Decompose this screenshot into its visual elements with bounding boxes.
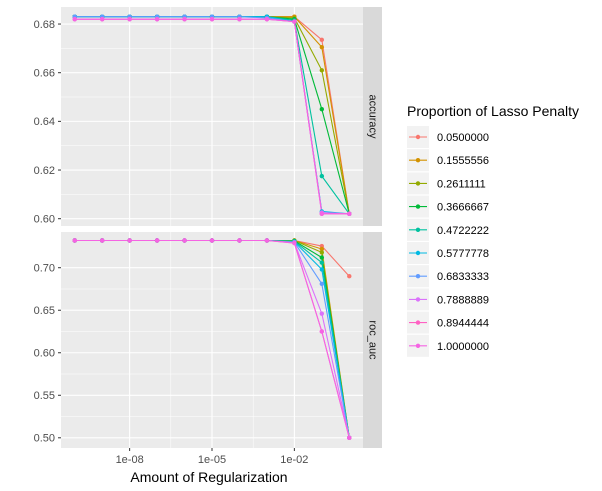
- data-point: [319, 37, 325, 43]
- data-point: [99, 238, 105, 243]
- legend: Proportion of Lasso Penalty 0.0500000 0.1…: [407, 103, 579, 357]
- data-point: [237, 238, 242, 243]
- y-tick-label: 0.64: [34, 116, 55, 128]
- legend-item: 0.8944444: [407, 311, 489, 334]
- y-tick-label: 0.60: [34, 348, 55, 360]
- panel-roc_auc: 0.50 0.55 0.60 0.65 0.70 roc_auc: [34, 232, 382, 448]
- data-point: [209, 16, 215, 22]
- data-point: [182, 16, 187, 22]
- x-axis-title: Amount of Regularization: [130, 469, 287, 485]
- data-point: [319, 44, 325, 50]
- data-point: [347, 211, 352, 217]
- data-point: [127, 16, 132, 22]
- data-point: [264, 238, 270, 243]
- data-point: [127, 238, 132, 243]
- legend-label: 0.4722222: [437, 225, 489, 237]
- legend-label: 0.2611111: [437, 178, 486, 190]
- legend-label: 0.5777778: [437, 248, 489, 260]
- facet-strip-label: accuracy: [367, 94, 379, 139]
- data-point: [319, 246, 325, 252]
- legend-item: 0.2611111: [407, 172, 486, 195]
- facet-strip-label: roc_auc: [367, 320, 379, 360]
- y-tick-label: 0.50: [34, 433, 55, 445]
- data-point: [319, 68, 325, 73]
- data-point: [347, 435, 352, 440]
- y-tick-label: 0.66: [34, 68, 55, 80]
- legend-label: 0.0500000: [437, 132, 489, 144]
- facet-strip: [363, 7, 382, 226]
- data-point: [319, 107, 325, 112]
- data-point: [347, 274, 352, 279]
- y-tick-label: 0.55: [34, 390, 55, 402]
- data-point: [319, 329, 325, 334]
- legend-key-point: [415, 250, 421, 256]
- x-tick-label: 1e-02: [280, 454, 308, 466]
- legend-key-point: [415, 320, 421, 325]
- data-point: [319, 250, 325, 255]
- y-tick-label: 0.62: [34, 165, 55, 177]
- legend-label: 0.3666667: [437, 202, 489, 214]
- x-tick-label: 1e-05: [198, 454, 226, 466]
- data-point: [237, 16, 242, 22]
- data-point: [182, 238, 187, 243]
- y-tick-label: 0.60: [34, 214, 55, 226]
- data-point: [319, 211, 325, 217]
- legend-item: 0.4722222: [407, 218, 489, 241]
- data-point: [154, 16, 160, 22]
- x-tick-label: 1e-08: [116, 454, 144, 466]
- legend-item: 0.5777778: [407, 242, 489, 264]
- panel-accuracy: 0.60 0.62 0.64 0.66 0.68 accuracy: [34, 7, 382, 226]
- legend-label: 0.1555556: [437, 155, 489, 167]
- data-point: [319, 281, 325, 287]
- y-tick-label: 0.65: [34, 305, 55, 317]
- legend-key-point: [415, 297, 421, 302]
- legend-title: Proportion of Lasso Penalty: [407, 103, 579, 119]
- legend-label: 0.6833333: [437, 271, 489, 283]
- legend-item: 1.0000000: [407, 334, 489, 357]
- data-point: [319, 267, 325, 272]
- data-point: [319, 260, 325, 265]
- data-point: [292, 240, 297, 246]
- legend-item: 0.3666667: [407, 195, 489, 218]
- legend-key-point: [415, 204, 421, 209]
- x-axis: 1e-08 1e-05 1e-02: [116, 448, 308, 466]
- legend-item: 0.6833333: [407, 265, 489, 288]
- data-point: [264, 16, 270, 22]
- data-point: [99, 16, 105, 22]
- data-point: [72, 238, 77, 243]
- legend-key-point: [415, 158, 421, 163]
- legend-item: 0.1555556: [407, 149, 489, 172]
- y-tick-label: 0.68: [34, 19, 55, 31]
- legend-keys: 0.0500000 0.1555556 0.2611111 0.3666667 0.47…: [407, 126, 489, 357]
- facet-strip: [363, 232, 382, 448]
- data-point: [319, 311, 325, 316]
- legend-label: 1.0000000: [437, 341, 489, 353]
- data-point: [209, 238, 215, 243]
- y-tick-label: 0.70: [34, 263, 55, 275]
- chart-panels: 0.60 0.62 0.64 0.66 0.68 accuracy 0.50 0.55 0.60…: [34, 7, 382, 448]
- legend-key-point: [415, 227, 421, 232]
- data-point: [319, 255, 325, 260]
- legend-key-point: [415, 274, 421, 279]
- legend-key-point: [415, 343, 421, 348]
- data-point: [292, 19, 297, 24]
- legend-key-point: [415, 181, 421, 186]
- legend-label: 0.8944444: [437, 318, 489, 330]
- legend-item: 0.7888889: [407, 288, 489, 311]
- data-point: [154, 238, 160, 243]
- data-point: [72, 16, 77, 22]
- legend-key-point: [415, 134, 421, 140]
- legend-label: 0.7888889: [437, 294, 489, 306]
- legend-item: 0.0500000: [407, 126, 489, 148]
- data-point: [319, 173, 325, 179]
